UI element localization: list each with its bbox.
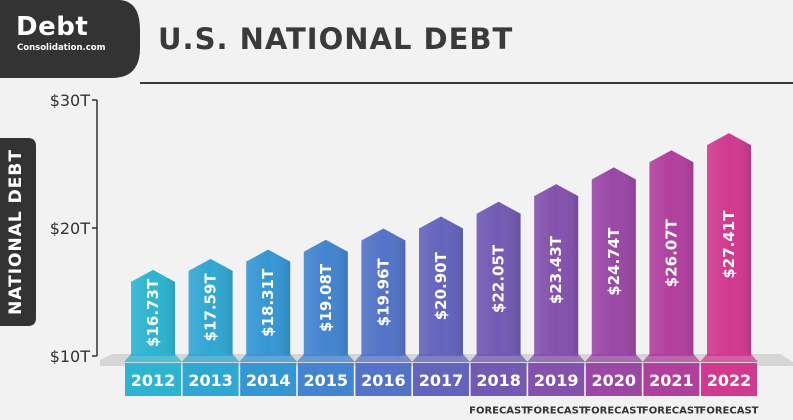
- forecast-label: FORECAST: [527, 406, 586, 417]
- bar-shine: [534, 184, 579, 356]
- category-block: [585, 363, 642, 396]
- category-labels: 2012 2013 2014 2015 2016 2017 2018 FORECAST 2019…: [125, 363, 759, 417]
- category-block: [240, 363, 297, 396]
- bar-base: [700, 354, 758, 362]
- bar-value-label: $18.31T: [259, 268, 277, 337]
- bar-shine: [188, 258, 233, 356]
- category-label: 2022: [707, 371, 752, 390]
- bar-base: [296, 354, 355, 362]
- bars: $16.73T $17.59T $18.31T $19.08T $19.96T $20.9…: [124, 133, 758, 362]
- title-divider: [140, 82, 793, 84]
- category-block: [297, 363, 354, 396]
- category-block: [470, 363, 527, 396]
- y-ticks: $30T $20T $10T: [50, 91, 97, 366]
- bar-shine: [361, 228, 406, 356]
- bar-base: [469, 354, 528, 362]
- bar-value-label: $16.73T: [144, 278, 162, 347]
- logo-badge: [0, 0, 140, 78]
- bar-value-label: $23.43T: [547, 235, 565, 304]
- bar: $19.08T: [296, 239, 355, 362]
- category-label: 2015: [304, 371, 349, 390]
- bar-value-label: $22.05T: [490, 244, 508, 313]
- y-axis-tab: [0, 138, 36, 326]
- bar: $19.96T: [354, 228, 413, 362]
- category-label: 2013: [188, 371, 233, 390]
- bar-value-label: $19.08T: [317, 263, 335, 332]
- bar-shine: [707, 133, 751, 356]
- bar: $20.90T: [412, 216, 470, 362]
- y-tick-label: $20T: [50, 219, 91, 238]
- category-block: [413, 363, 469, 396]
- logo: Debt Consolidation.com: [0, 0, 140, 78]
- bar-shine: [476, 201, 521, 356]
- bar-base: [584, 354, 643, 362]
- category-block: [528, 363, 585, 396]
- bar-value-label: $17.59T: [202, 273, 220, 342]
- category-label: 2014: [246, 371, 291, 390]
- bar-shine: [591, 167, 636, 356]
- bar-shine: [131, 269, 175, 356]
- bar-shine: [649, 150, 694, 356]
- logo-subtext: Consolidation.com: [17, 43, 106, 53]
- forecast-label: FORECAST: [700, 406, 759, 417]
- y-tick-label: $10T: [50, 347, 91, 366]
- bar: $18.31T: [239, 249, 298, 362]
- y-tick-label: $30T: [50, 91, 91, 110]
- forecast-label: FORECAST: [469, 406, 528, 417]
- bar-value-label: $24.74T: [605, 227, 623, 296]
- bar-shine: [419, 216, 463, 356]
- bar-value-label: $20.90T: [432, 251, 450, 320]
- bar: $16.73T: [124, 269, 182, 362]
- bar: $27.41T: [700, 133, 758, 362]
- category-block: [355, 363, 412, 396]
- bar-value-label: $19.96T: [374, 257, 392, 326]
- bar: $17.59T: [181, 258, 240, 362]
- bar: $22.05T: [469, 201, 528, 362]
- category-label: 2020: [592, 371, 637, 390]
- category-label: 2019: [534, 371, 579, 390]
- bar-value-label: $27.41T: [720, 210, 738, 279]
- forecast-label: FORECAST: [584, 406, 643, 417]
- category-label: 2018: [476, 371, 521, 390]
- category-block: [701, 363, 757, 396]
- bar-base: [124, 354, 182, 362]
- bar-base: [354, 354, 413, 362]
- bar-shine: [246, 249, 291, 356]
- logo-word: Debt: [16, 12, 89, 42]
- bar-base: [239, 354, 298, 362]
- bar: $24.74T: [584, 167, 643, 362]
- bar-base: [642, 354, 701, 362]
- forecast-label: FORECAST: [642, 406, 701, 417]
- category-label: 2021: [649, 371, 694, 390]
- category-block: [182, 363, 239, 396]
- chart-title: U.S. NATIONAL DEBT: [158, 22, 514, 56]
- bar: $26.07T: [642, 150, 701, 362]
- bar-shine: [303, 239, 348, 356]
- bar-value-label: $26.07T: [662, 218, 680, 287]
- category-label: 2016: [361, 371, 406, 390]
- category-block: [125, 363, 181, 396]
- bar-base: [527, 354, 586, 362]
- bar: $23.43T: [527, 184, 586, 362]
- category-label: 2017: [419, 371, 464, 390]
- category-label: 2012: [131, 371, 176, 390]
- y-axis-label: NATIONAL DEBT: [6, 149, 26, 315]
- bar-base: [412, 354, 470, 362]
- category-block: [643, 363, 700, 396]
- bar-base: [181, 354, 240, 362]
